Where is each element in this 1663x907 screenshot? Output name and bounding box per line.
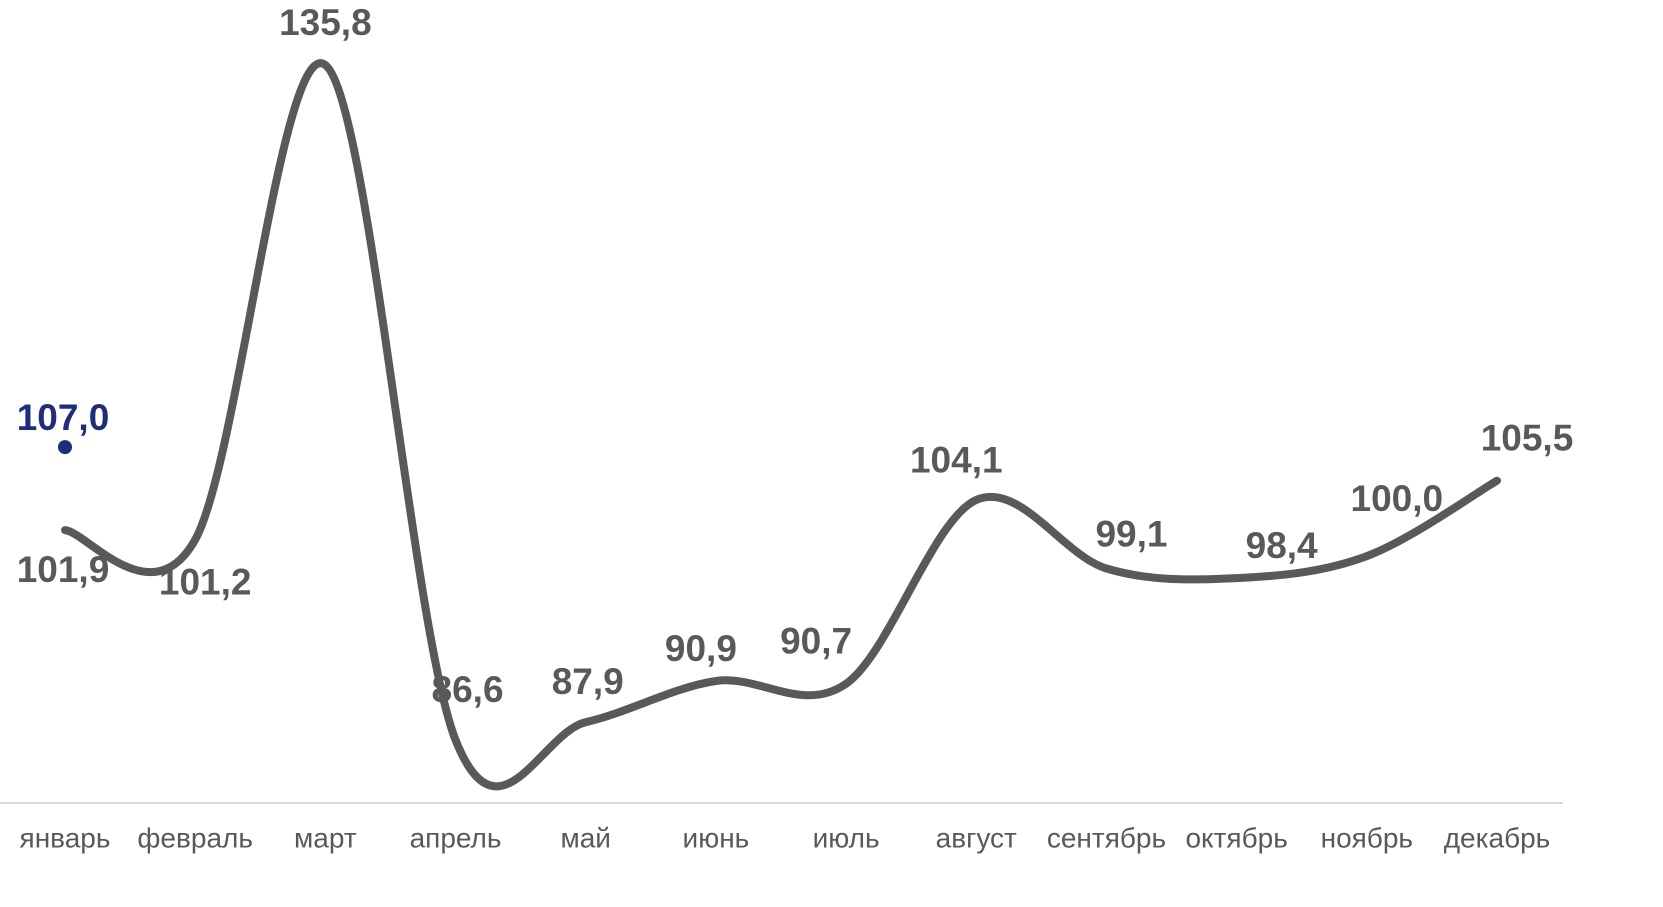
data-label: 107,0 <box>17 397 110 438</box>
x-tick-label: июнь <box>683 822 750 853</box>
x-tick-label: июль <box>813 822 880 853</box>
data-label: 135,8 <box>279 2 372 43</box>
data-label: 100,0 <box>1351 478 1444 519</box>
data-label: 101,2 <box>159 561 252 602</box>
data-label: 87,9 <box>552 661 624 702</box>
line <box>61 59 1501 791</box>
x-tick-label: апрель <box>410 822 502 853</box>
x-tick-label: февраль <box>137 822 253 853</box>
x-tick-label: март <box>294 822 357 853</box>
x-tick-label: январь <box>20 822 111 853</box>
data-label: 90,7 <box>780 621 852 662</box>
data-label: 86,6 <box>432 669 504 710</box>
x-tick-label: ноябрь <box>1321 822 1413 853</box>
x-tick-label: август <box>936 822 1017 853</box>
data-label: 101,9 <box>17 549 110 590</box>
x-tick-label: май <box>560 822 610 853</box>
data-label: 90,9 <box>665 628 737 669</box>
x-tick-label: декабрь <box>1444 822 1551 853</box>
data-label: 105,5 <box>1481 417 1574 458</box>
data-label: 104,1 <box>910 440 1003 481</box>
data-label: 99,1 <box>1095 513 1167 554</box>
x-tick-label: сентябрь <box>1047 822 1166 853</box>
data-label: 98,4 <box>1246 525 1318 566</box>
point <box>58 440 72 455</box>
x-tick-label: октябрь <box>1185 822 1287 853</box>
